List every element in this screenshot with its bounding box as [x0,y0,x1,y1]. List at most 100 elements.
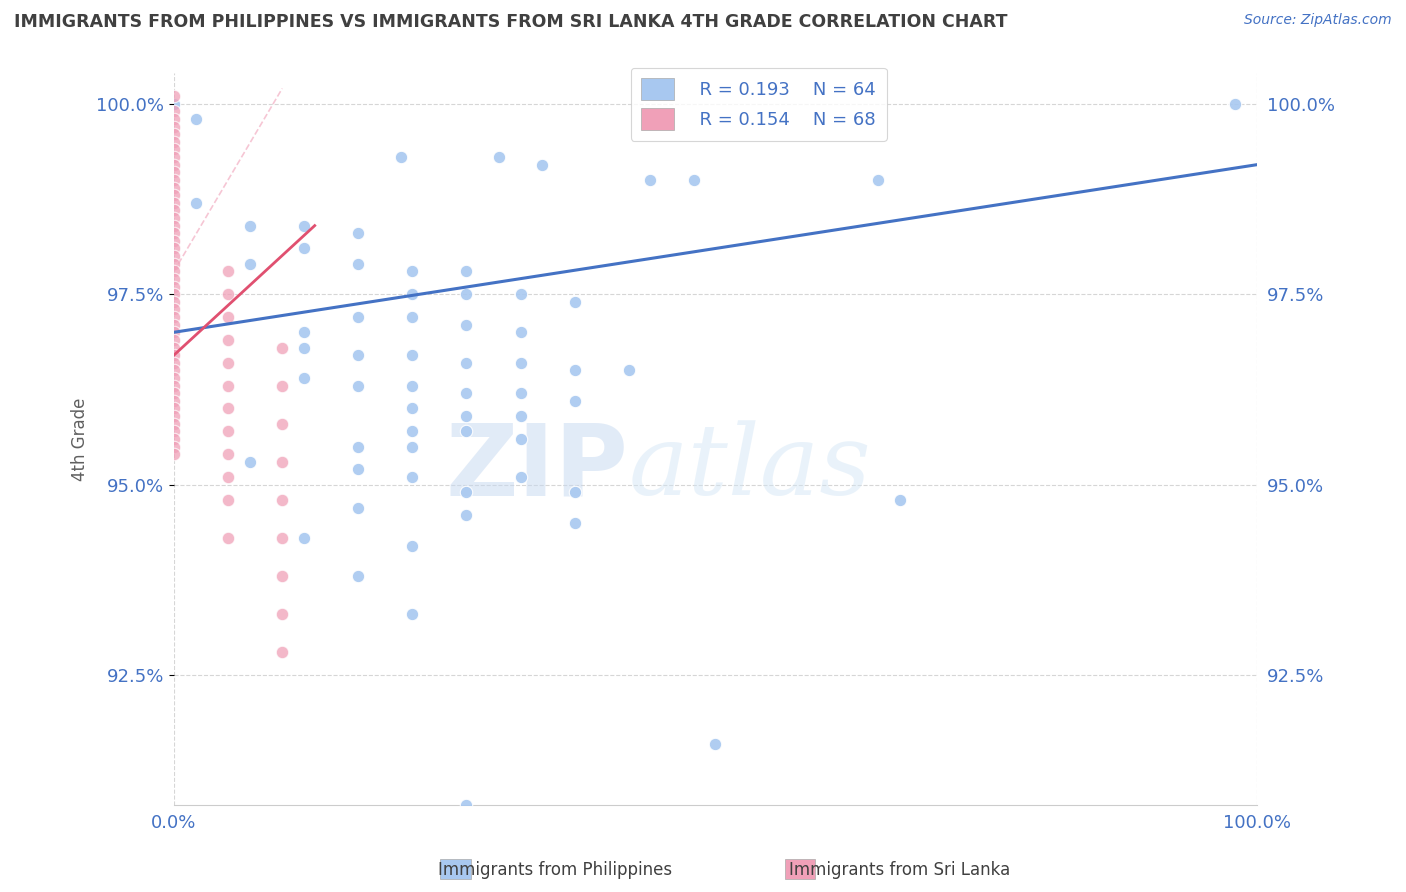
Point [163,112,186,126]
Point [401,470,423,484]
FancyBboxPatch shape [785,859,815,879]
Point [292,531,315,545]
Point [640,173,662,187]
Point [292,242,315,256]
Point [163,104,186,119]
Point [271,645,294,659]
Point [163,180,186,194]
Point [163,203,186,218]
Point [163,188,186,202]
Point [564,393,586,408]
Point [564,485,586,500]
Point [389,150,412,164]
Point [401,348,423,362]
Point [163,386,186,401]
Point [456,318,478,332]
Point [163,173,186,187]
FancyBboxPatch shape [440,859,471,879]
Point [347,462,370,476]
Point [456,409,478,423]
Point [163,432,186,446]
Point [217,401,239,416]
Point [509,409,531,423]
Point [617,363,640,377]
Point [347,378,370,392]
Point [163,272,186,286]
Point [704,737,727,751]
Point [347,500,370,515]
Point [163,226,186,240]
Point [163,401,186,416]
Point [163,447,186,461]
Point [163,363,186,377]
Point [163,371,186,385]
Point [217,310,239,324]
Y-axis label: 4th Grade: 4th Grade [72,397,89,481]
Point [163,242,186,256]
Point [163,89,186,103]
Point [184,112,207,126]
Legend:   R = 0.193    N = 64,   R = 0.154    N = 68: R = 0.193 N = 64, R = 0.154 N = 68 [631,68,887,141]
Point [866,173,889,187]
Point [217,470,239,484]
Point [163,425,186,439]
Point [163,310,186,324]
Point [401,378,423,392]
Point [509,326,531,340]
Text: Source: ZipAtlas.com: Source: ZipAtlas.com [1244,13,1392,28]
Point [163,279,186,293]
Point [292,326,315,340]
Point [889,492,911,507]
Point [456,508,478,523]
Point [163,393,186,408]
Point [292,219,315,233]
Point [163,96,186,111]
Point [401,425,423,439]
Point [271,455,294,469]
Point [347,440,370,454]
Point [347,257,370,271]
Point [347,226,370,240]
Point [292,341,315,355]
Point [347,310,370,324]
Point [163,264,186,278]
Point [1225,96,1247,111]
Point [271,607,294,622]
Point [509,432,531,446]
Point [163,143,186,157]
Point [509,287,531,301]
Point [217,447,239,461]
Point [271,341,294,355]
Point [217,333,239,347]
Point [163,341,186,355]
Point [509,356,531,370]
Point [217,425,239,439]
Point [163,165,186,179]
Point [217,378,239,392]
Point [163,211,186,225]
Text: Immigrants from Philippines: Immigrants from Philippines [439,861,672,879]
Point [347,569,370,583]
Point [163,219,186,233]
Point [456,356,478,370]
Point [163,294,186,309]
Point [163,409,186,423]
Point [564,294,586,309]
Point [271,531,294,545]
Point [488,150,510,164]
Point [163,158,186,172]
Point [163,150,186,164]
Point [347,348,370,362]
Point [271,492,294,507]
Point [401,539,423,553]
Point [271,569,294,583]
Point [163,333,186,347]
Point [184,195,207,210]
Point [163,127,186,141]
Point [401,440,423,454]
Point [217,531,239,545]
Point [163,348,186,362]
Point [456,797,478,812]
Point [163,249,186,263]
Point [456,485,478,500]
